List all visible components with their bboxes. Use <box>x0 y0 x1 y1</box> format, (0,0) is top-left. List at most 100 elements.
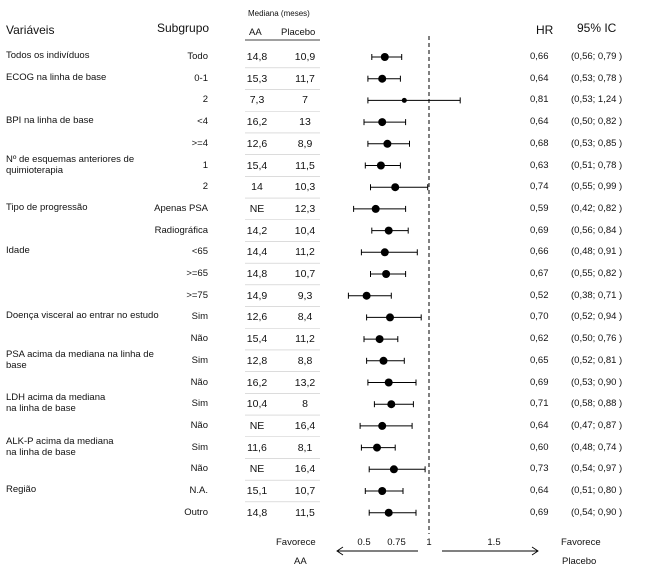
favors-left-label: Favorece <box>276 537 316 548</box>
subgroup-label: Outro <box>184 506 208 518</box>
group-label: Idade <box>6 245 30 257</box>
ci-value: (0,54; 0,90 ) <box>571 506 623 518</box>
x-tick-label: 0.5 <box>357 537 371 548</box>
median-placebo-value: 8,1 <box>297 441 313 454</box>
median-aa-value: 14,9 <box>246 289 268 302</box>
hr-point <box>401 97 407 103</box>
hr-point <box>378 421 387 430</box>
median-aa-value: 12,8 <box>246 354 268 367</box>
median-aa-value: 10,4 <box>246 398 268 411</box>
median-aa-value: 12,6 <box>246 137 268 150</box>
group-label: Região <box>6 484 37 495</box>
variables-header: Variáveis <box>6 23 55 37</box>
median-aa-value: 16,2 <box>246 116 268 129</box>
subgroup-label: Apenas PSA <box>154 202 208 214</box>
subgroup-label: Não <box>190 333 208 345</box>
median-placebo-value: 10,3 <box>294 181 316 194</box>
subgroup-label: Sim <box>191 441 208 453</box>
median-aa-value: 15,4 <box>246 333 268 346</box>
hr-point <box>382 270 391 278</box>
group-label: Tipo de progressão <box>6 201 88 213</box>
subgroup-label: Sim <box>191 354 208 366</box>
median-aa-value: 14,2 <box>246 224 268 237</box>
ci-value: (0,53; 0,78 ) <box>571 72 623 84</box>
group-label: Doença visceral ao entrar no estudo <box>6 310 159 322</box>
median-placebo-value: 10,7 <box>294 268 316 280</box>
median-placebo-value: 10,4 <box>294 224 316 237</box>
median-aa-value: NE <box>249 463 265 476</box>
hr-value: 0,63 <box>530 159 549 171</box>
subgroup-label: Não <box>190 419 208 431</box>
favors-right-group: Placebo <box>562 556 597 567</box>
hr-value: 0,66 <box>530 246 549 258</box>
hr-point <box>384 508 393 517</box>
ci-value: (0,53; 0,85 ) <box>571 137 623 149</box>
ci-header: 95% IC <box>577 21 617 35</box>
median-placebo-value: 10,9 <box>294 51 316 63</box>
hr-point <box>379 356 388 365</box>
median-aa-value: 14,8 <box>246 506 268 519</box>
x-tick-label: 1 <box>426 537 432 548</box>
hr-value: 0,69 <box>530 376 549 388</box>
hr-point <box>384 226 393 235</box>
hr-value: 0,69 <box>530 224 549 236</box>
hr-point <box>384 378 393 387</box>
favors-left-group: AA <box>294 556 307 567</box>
subgroup-label: 0-1 <box>194 72 208 84</box>
ci-value: (0,56; 0,79 ) <box>571 51 623 62</box>
subgroup-label: <4 <box>197 116 208 128</box>
hr-value: 0,62 <box>530 333 549 345</box>
median-placebo-value: 11,5 <box>295 506 315 519</box>
hr-point <box>371 204 380 213</box>
subgroup-header: Subgrupo <box>157 21 210 35</box>
group-label-line2: base <box>6 359 27 371</box>
subgroup-label: Todo <box>187 51 208 62</box>
hr-value: 0,73 <box>530 463 549 475</box>
median-aa-value: 14 <box>251 181 263 194</box>
hr-point <box>391 183 400 192</box>
group-label: ALK-P acima da mediana <box>6 435 114 447</box>
group-label-line2: na linha de base <box>6 403 76 415</box>
hr-point <box>380 53 389 61</box>
x-tick-label: 0.75 <box>387 537 406 548</box>
hr-value: 0,64 <box>530 116 549 128</box>
hr-point <box>389 465 398 474</box>
ci-value: (0,51; 0,78 ) <box>571 159 623 171</box>
hr-point <box>378 118 387 127</box>
median-placebo-value: 12,3 <box>294 202 316 215</box>
hr-point <box>380 248 389 257</box>
median-placebo-value: 11,2 <box>295 246 315 259</box>
hr-value: 0,81 <box>530 94 549 106</box>
ci-value: (0,58; 0,88 ) <box>571 398 623 410</box>
subgroup-label: Radiográfica <box>154 224 208 236</box>
hr-value: 0,68 <box>530 137 549 149</box>
median-placebo-value: 13,2 <box>294 376 316 389</box>
subgroup-label: Sim <box>191 311 208 323</box>
ci-value: (0,55; 0,82 ) <box>571 268 623 279</box>
group-label: Nº de esquemas anteriores de <box>6 153 135 165</box>
ci-value: (0,56; 0,84 ) <box>571 224 623 236</box>
ci-value: (0,48; 0,91 ) <box>571 246 623 258</box>
median-placebo-value: 8,4 <box>297 311 313 324</box>
hr-value: 0,60 <box>530 441 549 453</box>
hr-point <box>375 335 384 344</box>
ci-value: (0,53; 0,90 ) <box>571 376 623 388</box>
ci-value: (0,52; 0,94 ) <box>571 311 623 323</box>
ci-value: (0,51; 0,80 ) <box>571 485 623 496</box>
median-aa-value: 15,1 <box>246 485 268 497</box>
median-header: Mediana (meses) <box>248 9 310 18</box>
hr-value: 0,64 <box>530 485 549 496</box>
median-aa-value: 16,2 <box>246 376 268 389</box>
group-label-line2: na linha de base <box>6 446 76 458</box>
group-label: Todos os indivíduos <box>6 50 90 61</box>
hr-point <box>387 400 396 409</box>
median-placebo-value: 16,4 <box>294 419 316 432</box>
median-aa-value: NE <box>249 202 265 215</box>
hr-value: 0,64 <box>530 72 549 84</box>
placebo-header: Placebo <box>281 27 316 38</box>
hr-value: 0,59 <box>530 202 549 214</box>
favors-left-arrow <box>336 546 418 556</box>
ci-value: (0,48; 0,74 ) <box>571 441 623 453</box>
subgroup-label: >=75 <box>186 289 208 301</box>
median-aa-value: NE <box>249 419 265 432</box>
